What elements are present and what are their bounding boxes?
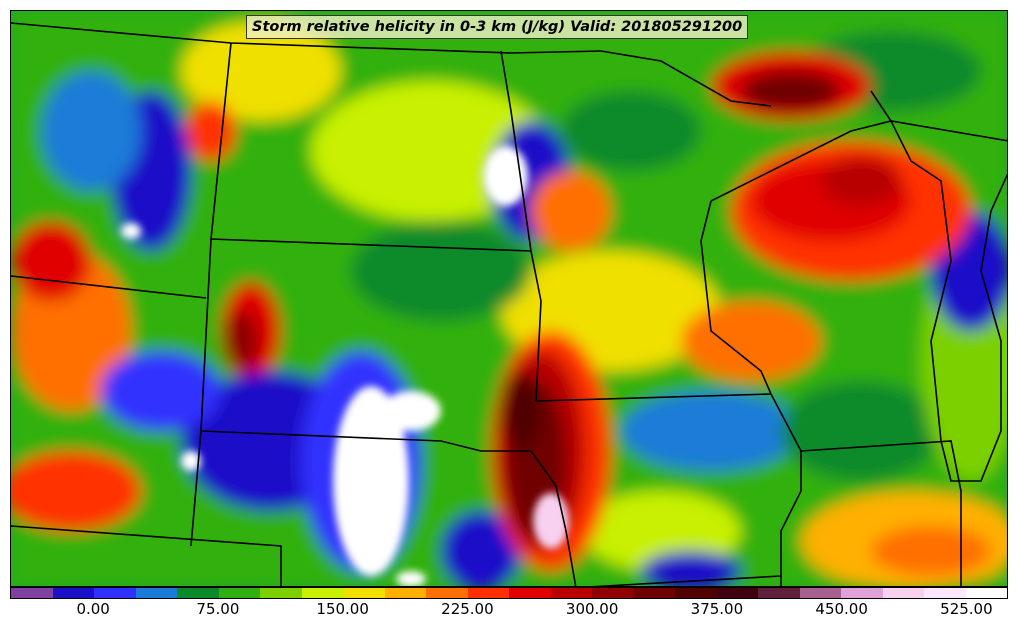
colorbar-segment	[52, 588, 94, 598]
colorbar-tick-label: 525.00	[940, 600, 993, 618]
colorbar-segment	[94, 588, 136, 598]
colorbar-tick-label: 0.00	[76, 600, 110, 618]
colorbar-segment	[260, 588, 302, 598]
colorbar-tick-label: 375.00	[690, 600, 744, 618]
colorbar-segment	[11, 588, 53, 598]
colorbar-segment	[426, 588, 468, 598]
colorbar-segment	[301, 588, 343, 598]
colorbar-segment	[467, 588, 509, 598]
colorbar-tick-label: 300.00	[565, 600, 619, 618]
colorbar-segment	[716, 588, 758, 598]
colorbar-segment	[758, 588, 800, 598]
colorbar-segment	[924, 588, 966, 598]
colorbar-segment	[841, 588, 883, 598]
colorbar-segment	[592, 588, 634, 598]
colorbar-segment	[509, 588, 551, 598]
colorbar-segment	[218, 588, 260, 598]
colorbar-tick-label: 450.00	[815, 600, 868, 618]
colorbar-segment	[882, 588, 924, 598]
colorbar-segment	[550, 588, 592, 598]
colorbar	[10, 587, 1008, 599]
colorbar-tick-label: 225.00	[441, 600, 494, 618]
map-panel	[10, 10, 1008, 587]
colorbar-segment	[633, 588, 675, 598]
colorbar-tick-label: 150.00	[316, 600, 369, 618]
state-boundaries	[11, 22, 1007, 586]
colorbar-segment	[343, 588, 385, 598]
colorbar-segment	[799, 588, 841, 598]
colorbar-segment	[675, 588, 717, 598]
colorbar-tick-label: 75.00	[196, 600, 240, 618]
colorbar-segment	[177, 588, 219, 598]
colorbar-segment	[135, 588, 177, 598]
colorbar-ticks: 0.00 75.00 150.00 225.00 300.00 375.00 450.00 5…	[10, 600, 1008, 628]
colorbar-segment	[384, 588, 426, 598]
map-title: Storm relative helicity in 0-3 km (J/kg)…	[246, 15, 749, 39]
colorbar-segment	[965, 588, 1007, 598]
helicity-contour-map	[11, 11, 1007, 586]
